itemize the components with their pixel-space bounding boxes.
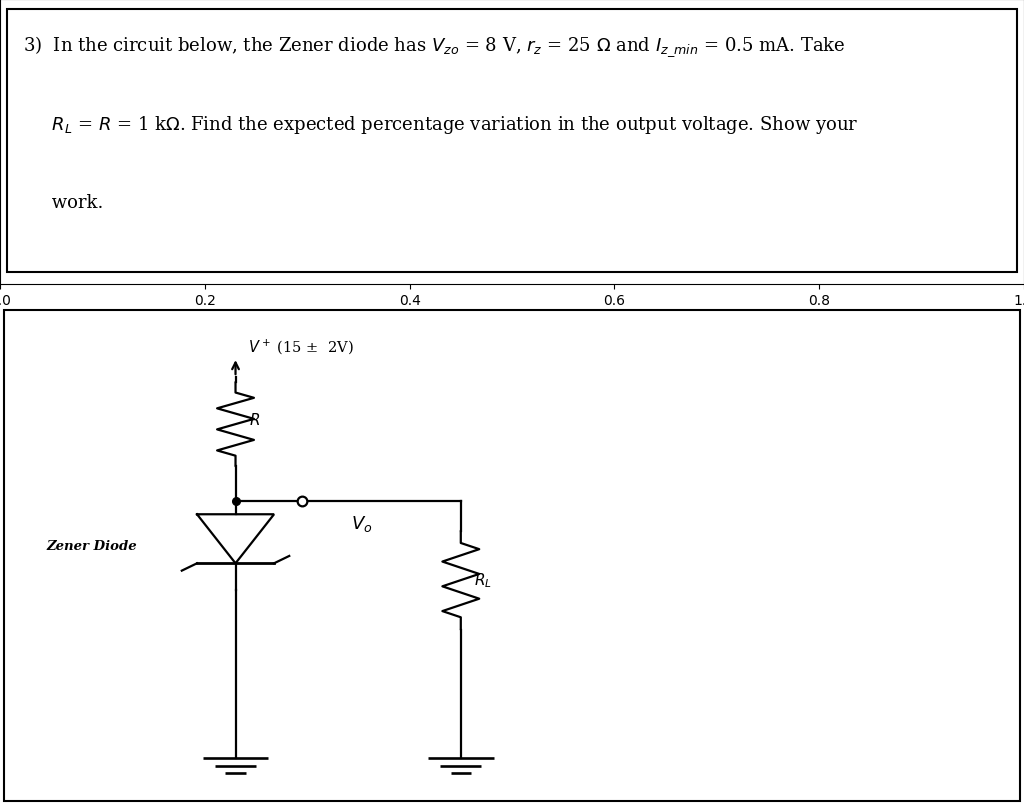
Text: $R_L$: $R_L$ — [474, 571, 492, 589]
Text: work.: work. — [23, 194, 102, 211]
Text: $\mathit{V}_o$: $\mathit{V}_o$ — [350, 514, 372, 534]
Text: $R_L$ = $R$ = 1 k$\Omega$. Find the expected percentage variation in the output : $R_L$ = $R$ = 1 k$\Omega$. Find the expe… — [23, 114, 858, 136]
Text: $V^+$ (15 ±  2V): $V^+$ (15 ± 2V) — [248, 336, 353, 356]
Text: Zener Diode: Zener Diode — [46, 540, 137, 552]
Text: 3)  In the circuit below, the Zener diode has $V_{zo}$ = 8 V, $r_z$ = 25 $\Omega: 3) In the circuit below, the Zener diode… — [23, 34, 845, 59]
Text: $R$: $R$ — [249, 412, 260, 428]
